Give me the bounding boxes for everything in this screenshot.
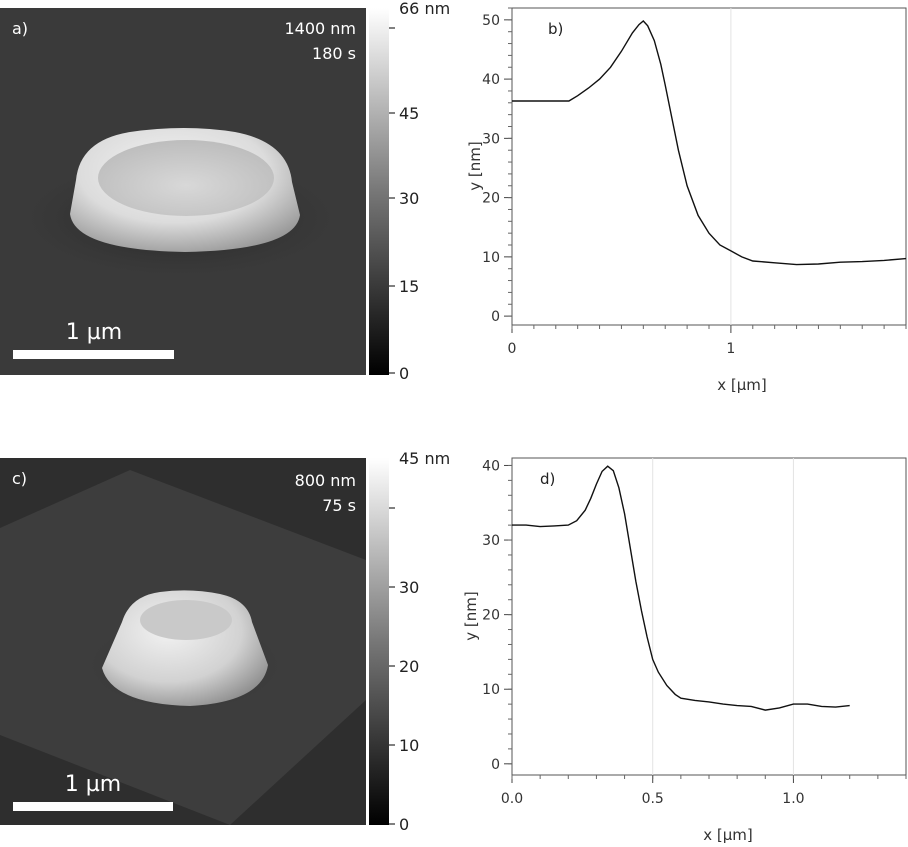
afm-crater-c bbox=[140, 600, 232, 640]
x-tick-label: 0 bbox=[508, 341, 517, 357]
plot-frame-b bbox=[511, 7, 907, 326]
x-tick-label: 0.0 bbox=[501, 791, 523, 807]
panel-label-d: d) bbox=[540, 470, 555, 488]
colorbar-tick-label-c: 10 bbox=[399, 736, 419, 755]
y-tick-label: 40 bbox=[482, 458, 500, 474]
y-tick-label: 20 bbox=[482, 191, 500, 207]
x-tick-label: 1.0 bbox=[782, 791, 804, 807]
grid-d bbox=[652, 458, 794, 775]
x-tick-label: 1 bbox=[726, 341, 735, 357]
axis-ticks-d: 0.0 0.5 1.0 0 10 20 30 40 bbox=[482, 458, 907, 807]
colorbar-tick-label-c: 30 bbox=[399, 578, 419, 597]
colorbar-top-label-a: 66 nm bbox=[399, 0, 450, 18]
colorbar-tick-label-c: 20 bbox=[399, 657, 419, 676]
scale-bar-label-a: 1 µm bbox=[66, 320, 122, 345]
y-tick-label: 40 bbox=[482, 72, 500, 88]
y-tick-label: 0 bbox=[491, 757, 500, 773]
colorbar-tick-label-a: 30 bbox=[399, 189, 419, 208]
scale-bar-a bbox=[13, 350, 174, 359]
x-axis-label-b: x [µm] bbox=[717, 376, 767, 394]
x-tick-label: 0.5 bbox=[642, 791, 664, 807]
info-line-c-2: 75 s bbox=[322, 496, 356, 515]
colorbar-c: 45 nm 30 20 10 0 bbox=[369, 449, 450, 834]
plot-frame-d bbox=[511, 457, 907, 776]
y-tick-label: 30 bbox=[482, 533, 500, 549]
colorbar-a: 66 nm 45 30 15 0 bbox=[369, 0, 450, 383]
afm-image-a: a) 1400 nm 180 s 1 µm bbox=[0, 8, 366, 375]
y-tick-label: 10 bbox=[482, 250, 500, 266]
panel-label-b: b) bbox=[548, 20, 563, 38]
panel-label-a: a) bbox=[12, 19, 28, 38]
colorbar-gradient-c bbox=[369, 458, 389, 825]
colorbar-tick-label-a: 0 bbox=[399, 364, 409, 383]
y-axis-label-b: y [nm] bbox=[466, 141, 484, 190]
colorbar-gradient-a bbox=[369, 8, 389, 375]
info-line-c-1: 800 nm bbox=[295, 471, 356, 490]
colorbar-top-label-c: 45 nm bbox=[399, 449, 450, 468]
y-tick-label: 10 bbox=[482, 682, 500, 698]
y-axis-label-d: y [nm] bbox=[462, 591, 480, 640]
colorbar-tick-label-a: 15 bbox=[399, 277, 419, 296]
data-line-d bbox=[512, 465, 850, 711]
afm-image-c: c) 800 nm 75 s 1 µm bbox=[0, 458, 366, 825]
scale-bar-label-c: 1 µm bbox=[65, 772, 121, 797]
colorbar-tick-label-c: 0 bbox=[399, 815, 409, 834]
info-line-a-1: 1400 nm bbox=[284, 19, 356, 38]
y-tick-label: 30 bbox=[482, 131, 500, 147]
colorbar-tick-label-a: 45 bbox=[399, 104, 419, 123]
y-tick-label: 0 bbox=[491, 309, 500, 325]
afm-crater-a bbox=[98, 140, 274, 216]
y-tick-label: 50 bbox=[482, 13, 500, 29]
scale-bar-c bbox=[13, 802, 173, 811]
y-tick-label: 20 bbox=[482, 608, 500, 624]
line-chart-d: 0.0 0.5 1.0 0 10 20 30 40 d) x [µm] y [nm] bbox=[462, 457, 907, 844]
panel-label-c: c) bbox=[12, 469, 27, 488]
info-line-a-2: 180 s bbox=[312, 44, 356, 63]
x-axis-label-d: x [µm] bbox=[703, 826, 753, 844]
data-line-b bbox=[512, 20, 907, 266]
